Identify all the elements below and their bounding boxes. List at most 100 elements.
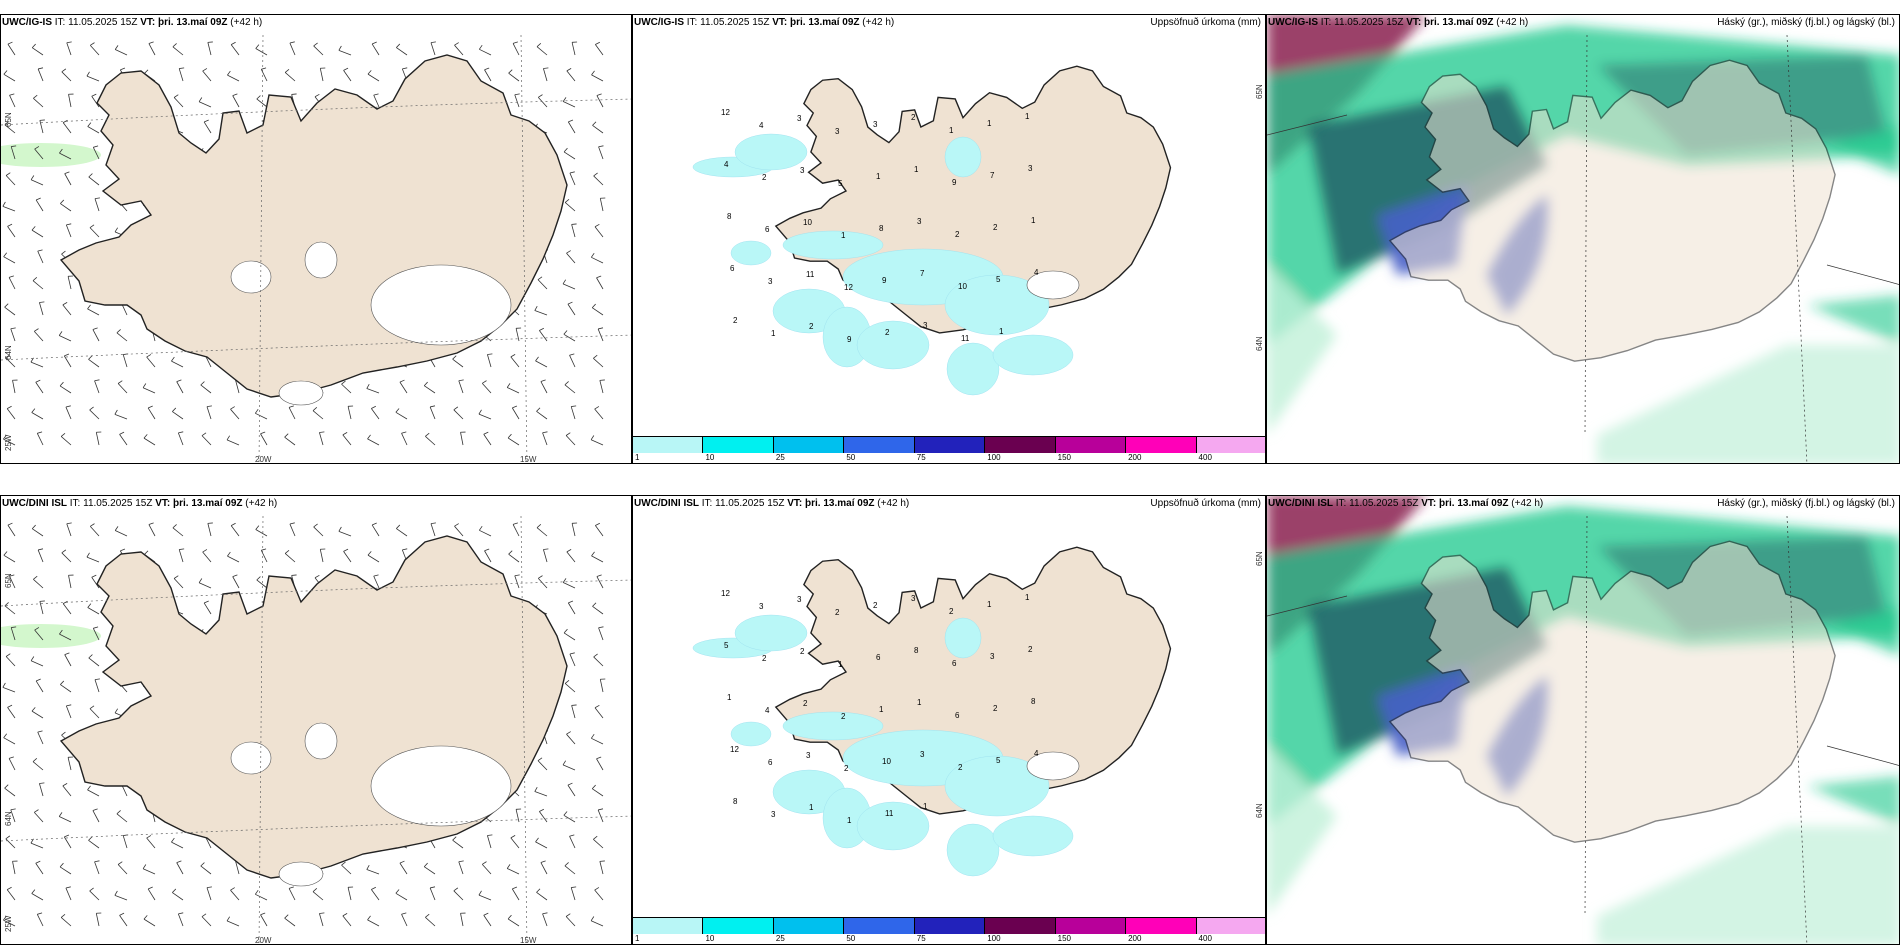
- precip-value-label: 2: [911, 113, 916, 122]
- precip-value-label: 3: [800, 166, 805, 175]
- precip-value-label: 6: [955, 711, 960, 720]
- precip-value-label: 12: [721, 108, 730, 117]
- precip-value-label: 2: [993, 704, 998, 713]
- precip-legend: 1 10 25 50 75 100 150 200 400: [633, 436, 1265, 463]
- precip-value-label: 2: [762, 173, 767, 182]
- precip-value-label: 10: [958, 282, 967, 291]
- precip-map-bottom: 1233223211522168632142211628126321032548…: [692, 546, 1172, 877]
- precip-value-label: 5: [724, 641, 729, 650]
- precip-value-label: 12: [721, 589, 730, 598]
- precip-value-label: 8: [914, 646, 919, 655]
- wind-panel-bottom: UWC/DINI ISL IT: 11.05.2025 15Z VT: þri.…: [0, 495, 632, 945]
- precip-value-label: 7: [990, 171, 995, 180]
- legend-swatch: [1126, 918, 1197, 934]
- legend-swatch: [1126, 437, 1197, 453]
- precip-value-label: 11: [961, 334, 970, 343]
- panel-title: UWC/DINI ISL IT: 11.05.2025 15Z VT: þri.…: [634, 498, 910, 509]
- precip-panel-top: 12 4 3 3 3 2 1 1 1 4 2 3 5 1 1 9 7 3 8 6 10 1 8 3 2 2 1 6 3 11 12 9 7 10 5…: [632, 14, 1266, 464]
- precip-value-label: 6: [952, 659, 957, 668]
- precip-panel-bottom: 12 3 3 2 2 3 2 1 1 5 2 2 1 6 8 6 3 2 1 4 2 2 1 1 6 2 8 12 6 3 2 10 3 2 5 4 8…: [632, 495, 1266, 945]
- precip-value-label: 1: [987, 119, 992, 128]
- precip-value-label: 11: [806, 270, 815, 279]
- legend-swatch: [633, 437, 704, 453]
- precip-value-label: 2: [841, 712, 846, 721]
- lat-label-65n: 65N: [4, 573, 13, 588]
- precip-value-label: 8: [733, 797, 738, 806]
- precip-value-label: 11: [885, 809, 894, 818]
- legend-label: 1: [635, 453, 640, 462]
- lon-label-15w: 15W: [520, 936, 537, 945]
- precip-value-label: 2: [873, 601, 878, 610]
- legend-swatch: [1055, 918, 1127, 934]
- precip-value-label: 2: [762, 654, 767, 663]
- legend-swatch: [1055, 437, 1127, 453]
- precip-value-label: 3: [806, 751, 811, 760]
- glaciers: [230, 722, 512, 887]
- precip-value-label: 6: [876, 653, 881, 662]
- lat-label-65n-right: 65N: [1255, 551, 1264, 566]
- precip-value-label: 1: [987, 600, 992, 609]
- precip-value-label: 3: [873, 120, 878, 129]
- legend-swatch: [914, 437, 986, 453]
- legend-label: 75: [916, 453, 926, 462]
- precip-value-label: 1: [1025, 593, 1030, 602]
- precip-value-label: 3: [917, 217, 922, 226]
- precip-value-labels: 1243332111423511973861018322163111297105…: [721, 108, 1039, 344]
- legend-swatch: [633, 918, 704, 934]
- precip-value-label: 10: [803, 218, 812, 227]
- glaciers: [230, 241, 512, 406]
- precip-value-label: 3: [911, 594, 916, 603]
- precip-value-label: 3: [1028, 164, 1033, 173]
- precip-value-label: 1: [809, 803, 814, 812]
- panel-title: UWC/IG-IS IT: 11.05.2025 15Z VT: þri. 13…: [634, 17, 895, 28]
- graticule: [1267, 515, 1899, 944]
- lon-label-20w: 20W: [255, 455, 272, 464]
- precip-value-label: 1: [841, 231, 846, 240]
- precip-value-label: 8: [1031, 697, 1036, 706]
- precip-value-label: 4: [724, 160, 729, 169]
- legend-label: 1: [635, 934, 640, 943]
- lat-label-64n: 64N: [4, 811, 13, 826]
- precip-value-label: 3: [768, 277, 773, 286]
- legend-label: 75: [916, 934, 926, 943]
- lat-label-64n-right: 64N: [1255, 803, 1264, 818]
- precip-value-label: 5: [996, 275, 1001, 284]
- precip-map-top: 1243332111423511973861018322163111297105…: [692, 65, 1172, 396]
- legend-label: 10: [705, 934, 715, 943]
- graticule: [1, 34, 631, 463]
- legend-label: 400: [1198, 453, 1212, 462]
- legend-label: 200: [1128, 934, 1142, 943]
- glacier: [1026, 751, 1080, 781]
- precip-value-label: 3: [771, 810, 776, 819]
- lat-label-64n-right: 64N: [1255, 336, 1264, 351]
- precip-value-label: 3: [835, 127, 840, 136]
- precip-value-label: 10: [882, 757, 891, 766]
- lat-label-65n-right: 65N: [1255, 84, 1264, 99]
- precip-value-label: 2: [993, 223, 998, 232]
- precip-value-label: 3: [759, 602, 764, 611]
- precip-value-label: 1: [876, 172, 881, 181]
- precip-value-label: 4: [1034, 749, 1039, 758]
- precip-value-label: 2: [809, 322, 814, 331]
- precip-value-label: 8: [727, 212, 732, 221]
- precip-value-label: 1: [914, 165, 919, 174]
- legend-swatch: [844, 437, 915, 453]
- precip-value-label: 2: [803, 699, 808, 708]
- precip-areas: [692, 133, 1074, 396]
- precip-value-label: 2: [949, 607, 954, 616]
- legend-label: 200: [1128, 453, 1142, 462]
- cloud-panel-top: UWC/IG-IS IT: 11.05.2025 15Z VT: þri. 13…: [1266, 14, 1900, 464]
- panel-title: UWC/DINI ISL IT: 11.05.2025 15Z VT: þri.…: [2, 498, 278, 509]
- wind-map-top: [1, 34, 631, 463]
- legend-swatch: [773, 437, 845, 453]
- precip-value-label: 2: [1028, 645, 1033, 654]
- lon-label-25w: 25W: [4, 434, 13, 451]
- precip-value-label: 4: [765, 706, 770, 715]
- precip-value-label: 4: [1034, 268, 1039, 277]
- panel-title: UWC/DINI ISL IT: 11.05.2025 15Z VT: þri.…: [1268, 498, 1544, 509]
- precip-value-label: 9: [882, 276, 887, 285]
- precip-value-label: 2: [835, 608, 840, 617]
- precip-value-label: 2: [885, 328, 890, 337]
- precip-areas: [692, 614, 1074, 877]
- graticule: [1267, 34, 1899, 463]
